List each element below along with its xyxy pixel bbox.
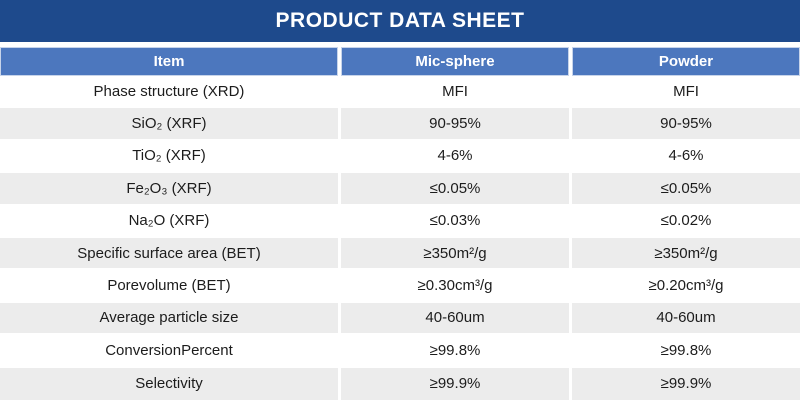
mic-sphere-value-cell: 90-95% xyxy=(341,108,569,139)
table-row: ConversionPercent ≥99.8% ≥99.8% xyxy=(0,335,800,366)
column-header-powder: Powder xyxy=(572,47,800,76)
powder-value-cell: 4-6% xyxy=(572,140,800,172)
item-cell: Phase structure (XRD) xyxy=(0,76,338,107)
mic-sphere-value-cell: 40-60um xyxy=(341,302,569,334)
sheet-title: PRODUCT DATA SHEET xyxy=(275,9,525,32)
mic-sphere-value-cell: ≤0.03% xyxy=(341,205,569,236)
powder-value-cell: 40-60um xyxy=(572,302,800,334)
table-row: Fe₂O₃ (XRF) ≤0.05% ≤0.05% xyxy=(0,173,800,204)
item-cell: TiO₂ (XRF) xyxy=(0,140,338,172)
table-row: Selectivity ≥99.9% ≥99.9% xyxy=(0,367,800,400)
powder-value-cell: ≤0.02% xyxy=(572,205,800,236)
item-cell: Selectivity xyxy=(0,367,338,400)
item-cell: Porevolume (BET) xyxy=(0,270,338,301)
item-cell: Fe₂O₃ (XRF) xyxy=(0,173,338,204)
powder-value-cell: 90-95% xyxy=(572,108,800,139)
powder-value-cell: ≤0.05% xyxy=(572,173,800,204)
table-header-row: Item Mic-sphere Powder xyxy=(0,47,800,76)
table-row: Porevolume (BET) ≥0.30cm³/g ≥0.20cm³/g xyxy=(0,270,800,301)
table-row: Na₂O (XRF) ≤0.03% ≤0.02% xyxy=(0,205,800,236)
mic-sphere-value-cell: ≥0.30cm³/g xyxy=(341,270,569,301)
table-row: TiO₂ (XRF) 4-6% 4-6% xyxy=(0,140,800,172)
table-body: Phase structure (XRD) MFI MFI SiO₂ (XRF) 90-… xyxy=(0,76,800,400)
table-row: Specific surface area (BET) ≥350m²/g ≥350m… xyxy=(0,237,800,269)
powder-value-cell: ≥99.8% xyxy=(572,335,800,366)
mic-sphere-value-cell: ≥350m²/g xyxy=(341,237,569,269)
banner-divider xyxy=(0,42,800,47)
sheet-title-banner: PRODUCT DATA SHEET xyxy=(0,0,800,42)
mic-sphere-value-cell: 4-6% xyxy=(341,140,569,172)
mic-sphere-value-cell: ≥99.8% xyxy=(341,335,569,366)
powder-value-cell: ≥350m²/g xyxy=(572,237,800,269)
powder-value-cell: ≥0.20cm³/g xyxy=(572,270,800,301)
item-cell: Na₂O (XRF) xyxy=(0,205,338,236)
table-row: Phase structure (XRD) MFI MFI xyxy=(0,76,800,107)
table-row: Average particle size 40-60um 40-60um xyxy=(0,302,800,334)
column-header-item: Item xyxy=(0,47,338,76)
mic-sphere-value-cell: MFI xyxy=(341,76,569,107)
powder-value-cell: MFI xyxy=(572,76,800,107)
table-row: SiO₂ (XRF) 90-95% 90-95% xyxy=(0,108,800,139)
item-cell: ConversionPercent xyxy=(0,335,338,366)
item-cell: Average particle size xyxy=(0,302,338,334)
item-cell: SiO₂ (XRF) xyxy=(0,108,338,139)
powder-value-cell: ≥99.9% xyxy=(572,367,800,400)
mic-sphere-value-cell: ≤0.05% xyxy=(341,173,569,204)
mic-sphere-value-cell: ≥99.9% xyxy=(341,367,569,400)
item-cell: Specific surface area (BET) xyxy=(0,237,338,269)
column-header-mic-sphere: Mic-sphere xyxy=(341,47,569,76)
